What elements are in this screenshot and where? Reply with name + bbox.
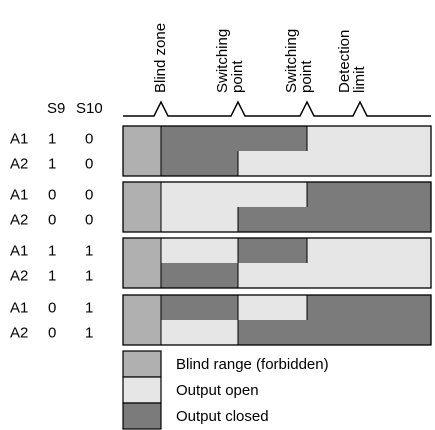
segment-closed xyxy=(307,207,431,232)
s9-value: 1 xyxy=(48,243,56,260)
segment-closed xyxy=(307,320,431,345)
output-label: A1 xyxy=(10,243,28,260)
s9-value: 1 xyxy=(48,131,56,148)
segment-open xyxy=(161,238,238,263)
segment-blind xyxy=(123,151,161,176)
s10-value: 0 xyxy=(85,212,93,229)
s10-value: 0 xyxy=(85,131,93,148)
s9-value: 1 xyxy=(48,268,56,285)
output-group: A1 0 0 A2 0 0 xyxy=(10,181,432,233)
segment-open xyxy=(307,263,431,288)
output-label: A2 xyxy=(10,325,28,342)
s9-value: 1 xyxy=(48,156,56,173)
legend-swatch-open xyxy=(122,376,162,404)
segment-closed xyxy=(238,320,307,345)
segment-closed xyxy=(161,295,238,320)
output-group: A1 0 1 A2 0 1 xyxy=(10,294,432,346)
legend-label: Output closed xyxy=(176,408,269,425)
header-label-line: limit xyxy=(351,66,368,93)
segment-open xyxy=(238,151,307,176)
output-label: A2 xyxy=(10,156,28,173)
header-label-line: Blind zone xyxy=(152,23,169,93)
s9-value: 0 xyxy=(48,300,56,317)
segment-open xyxy=(161,320,238,345)
legend-swatch-blind xyxy=(122,350,162,378)
header-label-line: Detection xyxy=(336,30,353,93)
segment-blind xyxy=(123,320,161,345)
s10-value: 1 xyxy=(85,243,93,260)
segment-open xyxy=(161,182,238,207)
segment-open xyxy=(161,207,238,232)
group-outline xyxy=(122,237,432,289)
s10-value: 1 xyxy=(85,325,93,342)
output-label: A1 xyxy=(10,187,28,204)
legend: Blind range (forbidden) Output open Output… xyxy=(122,350,329,430)
column-header-s9: S9 xyxy=(47,100,65,117)
group-outline xyxy=(122,181,432,233)
output-label: A2 xyxy=(10,268,28,285)
header-baseline xyxy=(123,100,431,117)
segment-closed xyxy=(238,207,307,232)
s9-value: 0 xyxy=(48,325,56,342)
group-outline xyxy=(122,294,432,346)
output-label: A2 xyxy=(10,212,28,229)
segment-closed xyxy=(161,263,238,288)
s10-value: 0 xyxy=(85,187,93,204)
segment-open xyxy=(238,263,307,288)
header-label-line: point xyxy=(229,60,246,93)
legend-label: Blind range (forbidden) xyxy=(176,356,329,373)
segment-blind xyxy=(123,263,161,288)
segment-closed xyxy=(238,126,307,151)
segment-blind xyxy=(123,126,161,151)
header-label-line: point xyxy=(298,60,315,93)
s9-value: 0 xyxy=(48,212,56,229)
segment-blind xyxy=(123,182,161,207)
column-header-s10: S10 xyxy=(76,100,103,117)
segment-closed xyxy=(161,151,238,176)
group-outline xyxy=(122,125,432,177)
s10-value: 1 xyxy=(85,300,93,317)
legend-label: Output open xyxy=(176,382,259,399)
legend-swatch-closed xyxy=(122,402,162,430)
segment-open xyxy=(307,151,431,176)
segment-blind xyxy=(123,207,161,232)
segment-closed xyxy=(307,295,431,320)
output-label: A1 xyxy=(10,300,28,317)
segment-open xyxy=(307,238,431,263)
segment-closed xyxy=(238,238,307,263)
s9-value: 0 xyxy=(48,187,56,204)
s10-value: 0 xyxy=(85,156,93,173)
header-label-line: Switching xyxy=(283,29,300,93)
output-label: A1 xyxy=(10,131,28,148)
output-group: A1 1 1 A2 1 1 xyxy=(10,237,432,289)
header-label-line: Switching xyxy=(214,29,231,93)
segment-open xyxy=(307,126,431,151)
segment-closed xyxy=(307,182,431,207)
segment-open xyxy=(238,182,307,207)
segment-closed xyxy=(161,126,238,151)
output-group: A1 1 0 A2 1 0 xyxy=(10,125,432,177)
s10-value: 1 xyxy=(85,268,93,285)
segment-blind xyxy=(123,238,161,263)
segment-open xyxy=(238,295,307,320)
segment-blind xyxy=(123,295,161,320)
